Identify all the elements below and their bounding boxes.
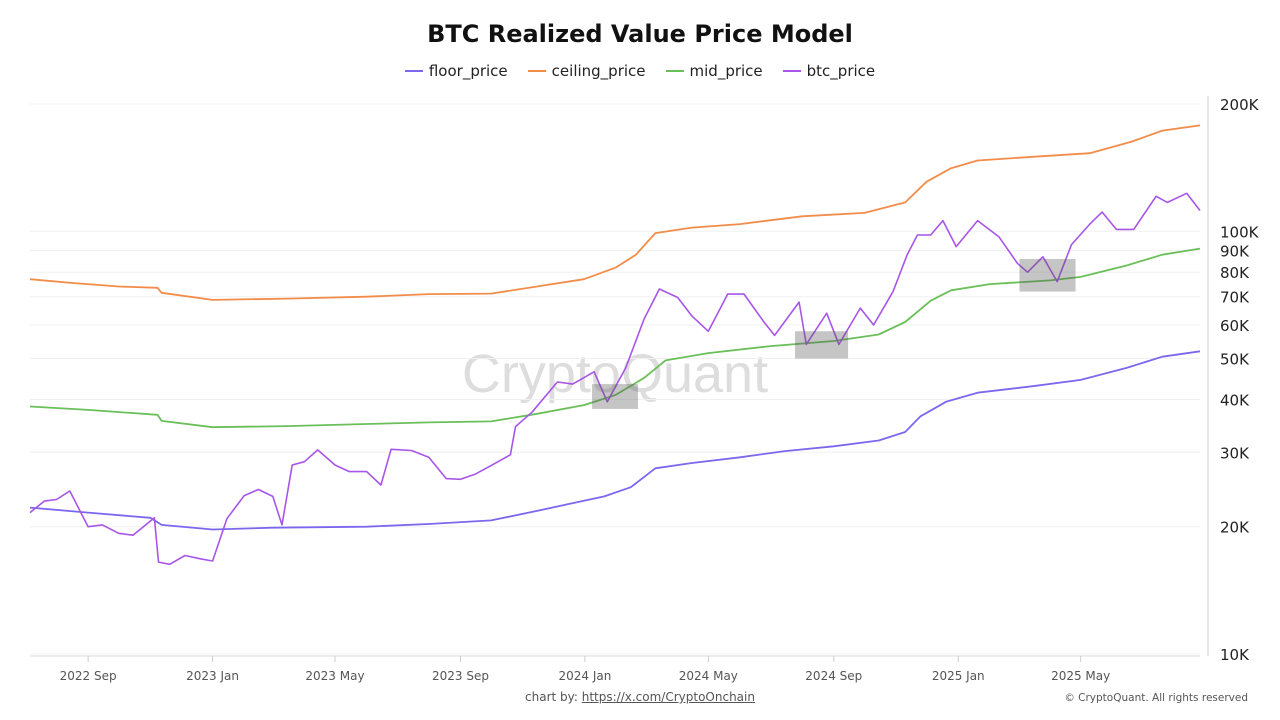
legend-item-btc-price[interactable]: btc_price xyxy=(782,62,876,80)
y-tick-label: 30K xyxy=(1220,444,1250,462)
chart-title: BTC Realized Value Price Model xyxy=(427,20,853,48)
copyright: © CryptoQuant. All rights reserved xyxy=(1064,692,1248,704)
x-tick-label: 2025 May xyxy=(1051,669,1110,683)
legend-item-floor-price[interactable]: floor_price xyxy=(404,62,508,80)
y-tick-label: 10K xyxy=(1220,646,1250,664)
legend: floor_price ceiling_price mid_price btc_… xyxy=(0,62,1280,80)
y-tick-label: 50K xyxy=(1220,351,1250,369)
legend-label: btc_price xyxy=(806,62,876,80)
x-tick-label: 2024 Sep xyxy=(805,669,862,683)
y-tick-label: 20K xyxy=(1220,519,1250,537)
legend-label: mid_price xyxy=(689,62,763,80)
y-tick-label: 100K xyxy=(1220,223,1260,241)
y-tick-label: 200K xyxy=(1220,96,1260,114)
chart-credit: chart by: https://x.com/CryptoOnchain xyxy=(0,690,1280,704)
series-line-floor-price xyxy=(29,350,1201,531)
legend-swatch xyxy=(665,70,684,72)
series-line-ceiling-price xyxy=(29,124,1201,301)
legend-label: ceiling_price xyxy=(551,62,646,80)
x-tick-label: 2022 Sep xyxy=(60,669,117,683)
y-tick-label: 60K xyxy=(1220,317,1250,335)
credit-prefix: chart by: xyxy=(525,690,578,704)
x-tick-label: 2025 Jan xyxy=(932,669,985,683)
legend-swatch xyxy=(782,70,801,72)
y-tick-label: 40K xyxy=(1220,391,1250,409)
highlight-region xyxy=(1019,258,1076,292)
highlight-region xyxy=(795,331,849,359)
legend-item-mid-price[interactable]: mid_price xyxy=(665,62,763,80)
series-line-btc-price xyxy=(29,192,1201,566)
watermark-logo: CryptoQuant xyxy=(462,344,768,404)
legend-swatch xyxy=(404,70,423,72)
y-tick-label: 80K xyxy=(1220,264,1250,282)
x-tick-label: 2023 Jan xyxy=(186,669,239,683)
legend-swatch xyxy=(527,70,546,72)
legend-item-ceiling-price[interactable]: ceiling_price xyxy=(527,62,646,80)
series-line-mid-price xyxy=(29,247,1201,429)
x-tick-label: 2024 May xyxy=(679,669,738,683)
x-tick-label: 2023 May xyxy=(305,669,364,683)
x-tick-label: 2023 Sep xyxy=(432,669,489,683)
legend-label: floor_price xyxy=(428,62,508,80)
x-tick-label: 2024 Jan xyxy=(558,669,611,683)
credit-link[interactable]: https://x.com/CryptoOnchain xyxy=(581,690,755,704)
highlight-region xyxy=(592,384,638,409)
y-tick-label: 90K xyxy=(1220,243,1250,261)
y-tick-label: 70K xyxy=(1220,289,1250,307)
